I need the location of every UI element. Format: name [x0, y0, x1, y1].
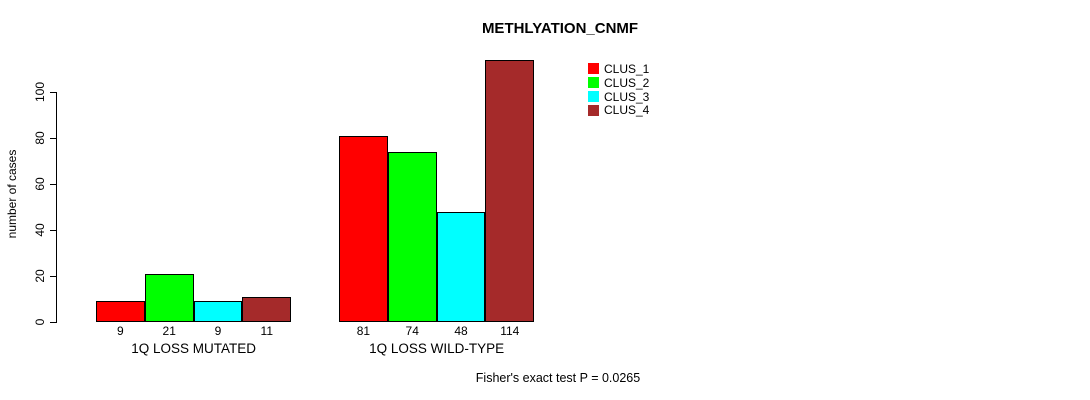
y-axis-tick: [50, 137, 57, 139]
bar-value-label: 74: [405, 324, 419, 338]
legend-item: CLUS_3: [588, 90, 649, 104]
bar: [96, 301, 145, 322]
bar: [193, 301, 243, 322]
y-axis-tick-label: 60: [33, 177, 47, 191]
group-label: 1Q LOSS WILD-TYPE: [369, 341, 505, 356]
y-axis-tick: [50, 183, 57, 185]
fisher-test-annotation: Fisher's exact test P = 0.0265: [475, 371, 641, 385]
legend-item: CLUS_2: [588, 76, 649, 90]
bar-value-label: 114: [500, 324, 520, 338]
legend-item: CLUS_4: [588, 103, 649, 117]
y-axis-tick-label: 100: [33, 81, 47, 103]
bar-value-label: 9: [117, 324, 124, 338]
y-axis-label: number of cases: [5, 149, 19, 239]
bar: [242, 296, 292, 322]
bar: [436, 211, 486, 322]
bar-value-label: 11: [260, 324, 274, 338]
legend: CLUS_1 CLUS_2 CLUS_3 CLUS_4: [588, 62, 649, 117]
bar: [144, 273, 194, 322]
legend-label: CLUS_1: [604, 61, 650, 76]
chart-title: METHLYATION_CNMF: [481, 20, 639, 37]
y-axis-tick-label: 80: [33, 131, 47, 145]
bar: [339, 135, 388, 322]
group-label: 1Q LOSS MUTATED: [131, 341, 256, 356]
y-axis-tick-label: 40: [33, 223, 47, 237]
y-axis-tick: [50, 91, 57, 93]
legend-label: CLUS_2: [604, 75, 650, 90]
legend-item: CLUS_1: [588, 62, 649, 76]
y-axis-tick: [50, 321, 57, 323]
bar-value-label: 81: [356, 324, 371, 338]
bar: [485, 59, 535, 322]
legend-label: CLUS_3: [604, 89, 650, 104]
legend-label: CLUS_4: [604, 103, 650, 118]
y-axis-tick-label: 0: [33, 318, 47, 326]
y-axis-line: [56, 92, 57, 323]
legend-swatch: [588, 104, 599, 116]
legend-swatch: [588, 77, 599, 89]
y-axis-tick: [50, 275, 57, 277]
bar-value-label: 9: [214, 324, 222, 338]
y-axis-tick-label: 20: [33, 269, 47, 283]
bar-value-label: 48: [454, 324, 468, 338]
bar: [387, 151, 437, 322]
bar-value-label: 21: [162, 324, 176, 338]
legend-swatch: [588, 63, 599, 75]
y-axis-tick: [50, 229, 57, 231]
legend-swatch: [588, 90, 599, 102]
